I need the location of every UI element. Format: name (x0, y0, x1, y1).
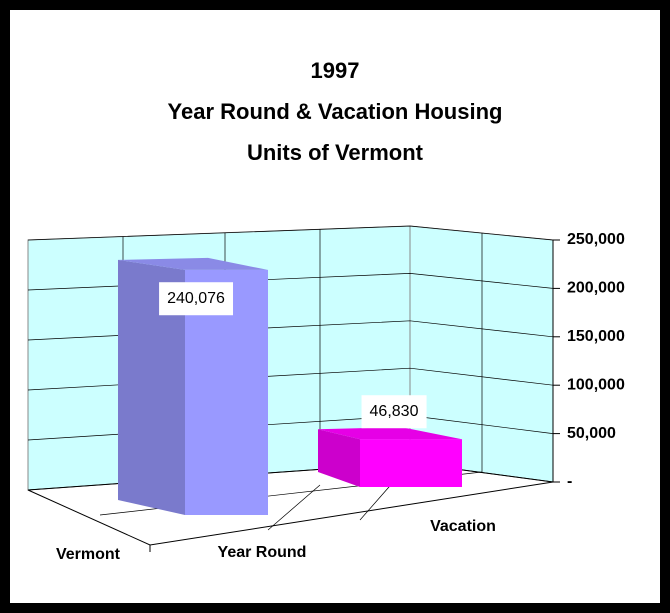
bar-front (360, 439, 462, 487)
floor-line (267, 484, 321, 531)
y-tick-label: 50,000 (567, 425, 616, 442)
chart-title: Units of Vermont (247, 140, 424, 165)
grid-line (27, 225, 554, 241)
value-label-box (159, 282, 234, 316)
x-tick-label: Year Round (218, 544, 307, 561)
bar-top (318, 427, 462, 440)
y-tick-label: 200,000 (567, 280, 625, 297)
legend-label: Vermont (56, 546, 121, 563)
value-label: 240,076 (167, 290, 225, 307)
bar (318, 427, 462, 487)
y-tick-label: 250,000 (567, 231, 625, 248)
y-tick-label: - (567, 473, 572, 490)
value-label: 46,830 (370, 403, 419, 420)
bar-side (318, 429, 360, 487)
bar-top (118, 257, 268, 270)
chart-title: 1997 (311, 58, 360, 83)
y-tick-label: 100,000 (567, 376, 625, 393)
chart-title: Year Round & Vacation Housing (168, 99, 503, 124)
bar-side (118, 259, 185, 515)
y-tick-label: 150,000 (567, 328, 625, 345)
value-label-box (361, 395, 427, 429)
x-tick-label: Vacation (430, 518, 496, 535)
